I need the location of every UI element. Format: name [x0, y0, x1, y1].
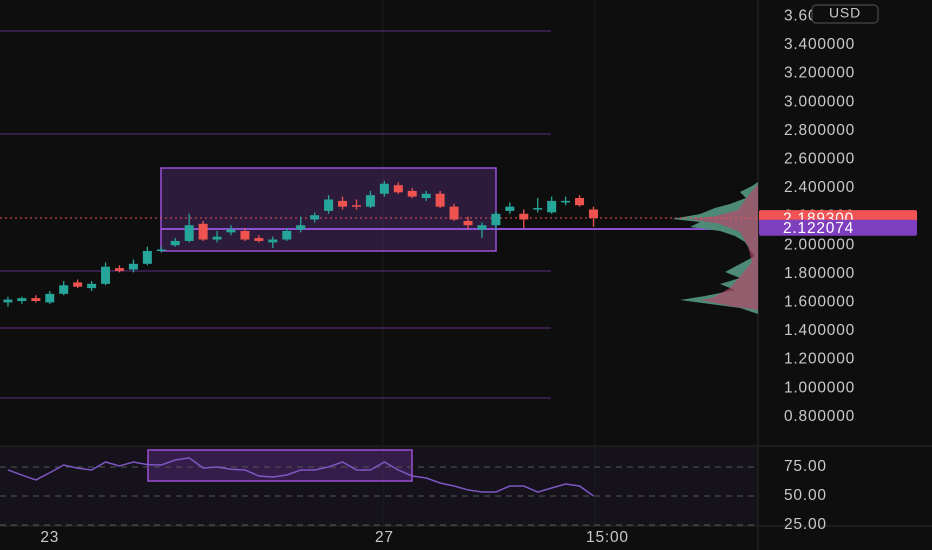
- candle-body: [156, 249, 166, 252]
- candle-body: [3, 299, 13, 303]
- rsi-line: [7, 457, 594, 497]
- y-tick-label: 1.200000: [784, 351, 855, 368]
- candle-body: [254, 238, 264, 241]
- x-tick-label: 15:00: [586, 529, 629, 546]
- candle-body: [588, 209, 598, 219]
- candle-body: [226, 229, 236, 233]
- candle-body: [561, 200, 571, 203]
- candle-body: [449, 206, 459, 220]
- y-tick-label: 50.00: [784, 487, 827, 504]
- y-tick-label: 3.200000: [784, 65, 855, 82]
- candle-body: [338, 200, 348, 207]
- currency: USD: [829, 5, 861, 21]
- candle-body: [87, 283, 97, 289]
- profile-shape: [690, 184, 758, 310]
- candle-body: [463, 220, 473, 226]
- price-label: 2.122074: [783, 220, 854, 237]
- y-tick-label: 3.400000: [784, 36, 855, 53]
- y-tick-label: 2.400000: [784, 179, 855, 196]
- candle-body: [31, 298, 41, 302]
- y-tick-label: 2.000000: [784, 236, 855, 253]
- candle-body: [365, 195, 375, 207]
- candle-body: [407, 190, 417, 197]
- y-tick-label: 2.600000: [784, 151, 855, 168]
- candle-body: [351, 205, 361, 207]
- candle-body: [212, 236, 222, 240]
- candle-body: [421, 193, 431, 199]
- candle-body: [296, 225, 306, 230]
- y-tick-label: 1.400000: [784, 322, 855, 339]
- x-tick-label: 23: [40, 529, 59, 546]
- candle-body: [282, 230, 292, 240]
- y-tick-label: 3.000000: [784, 93, 855, 110]
- candle-body: [310, 215, 320, 220]
- candle-body: [114, 268, 124, 271]
- y-tick-label: 25.00: [784, 516, 827, 533]
- currency-badge: [811, 4, 879, 24]
- candle-body: [142, 250, 152, 264]
- volume-profile: [672, 182, 758, 314]
- candle-body: [575, 198, 585, 206]
- candle-body: [240, 230, 250, 240]
- y-tick-label: 1.600000: [784, 294, 855, 311]
- candle-body: [268, 239, 278, 243]
- candle-body: [101, 266, 111, 284]
- candle-body: [547, 200, 557, 213]
- plot: [0, 180, 758, 526]
- y-tick-label: 75.00: [784, 458, 827, 475]
- price-label-bg: [759, 219, 917, 236]
- y-tick-label: 1.000000: [784, 379, 855, 396]
- candle-body: [491, 213, 501, 226]
- candle-body: [17, 298, 27, 302]
- candle-body: [533, 208, 543, 210]
- rsi-pane: [0, 447, 758, 525]
- candle-body: [324, 199, 334, 211]
- candle-body: [45, 293, 55, 303]
- y-tick-label: 0.800000: [784, 408, 855, 425]
- x-tick-label: 27: [375, 529, 394, 546]
- candle-body: [505, 206, 515, 211]
- y-tick-label: 1.800000: [784, 265, 855, 282]
- candle-body: [184, 225, 194, 241]
- candle-body: [519, 213, 529, 220]
- candle-body: [73, 282, 83, 287]
- candle-body: [435, 193, 445, 207]
- candle-body: [477, 225, 487, 230]
- drawn-levels: [0, 30, 551, 399]
- candle-body: [170, 240, 180, 246]
- candle-body: [59, 285, 69, 294]
- candle-body: [128, 263, 138, 270]
- candle-body: [198, 223, 208, 240]
- y-tick-label: 2.800000: [784, 122, 855, 139]
- candle-body: [379, 183, 389, 194]
- candle-body: [393, 185, 403, 193]
